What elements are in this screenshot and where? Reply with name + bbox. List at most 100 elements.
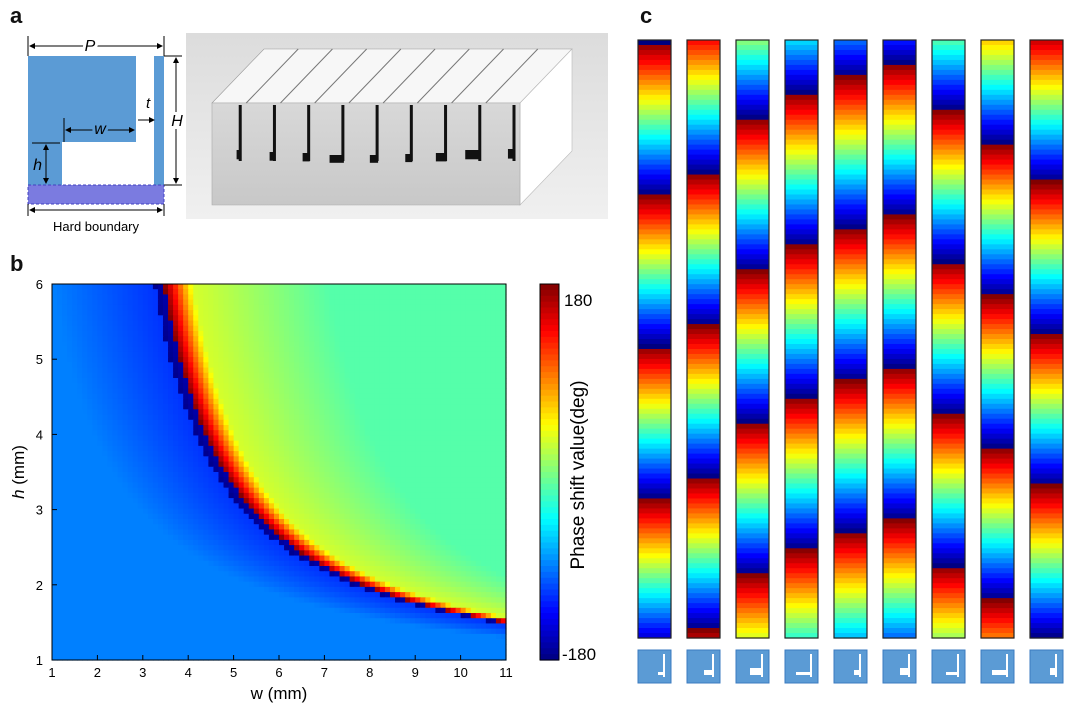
heatmap-cell xyxy=(405,393,411,400)
heatmap-cell xyxy=(374,524,381,531)
heatmap-cell xyxy=(137,310,144,316)
heatmap-cell xyxy=(228,346,235,353)
heatmap-cell xyxy=(389,445,396,452)
heatmap-cell xyxy=(395,472,401,478)
heatmap-cell xyxy=(405,398,411,405)
heatmap-cell xyxy=(389,503,396,510)
heatmap-cell xyxy=(193,555,199,562)
heatmap-cell xyxy=(92,545,98,551)
heatmap-cell xyxy=(349,289,356,296)
heatmap-cell xyxy=(233,560,240,567)
heatmap-cell xyxy=(67,560,73,567)
heatmap-cell xyxy=(354,477,361,484)
heatmap-cell xyxy=(102,378,109,384)
heatmap-cell xyxy=(97,414,104,421)
cell-top-block xyxy=(28,56,136,142)
heatmap-cell xyxy=(198,414,204,421)
heatmap-cell xyxy=(339,503,346,510)
heatmap-cell xyxy=(500,461,507,468)
heatmap-cell xyxy=(410,325,416,332)
heatmap-cell xyxy=(213,445,220,452)
heatmap-cell xyxy=(435,378,442,384)
heatmap-cell xyxy=(400,545,406,551)
heatmap-cell xyxy=(208,304,215,311)
heatmap-cell xyxy=(193,550,199,557)
heatmap-cell xyxy=(344,519,351,525)
heatmap-cell xyxy=(430,513,436,520)
heatmap-cell xyxy=(127,487,134,494)
heatmap-cell xyxy=(455,393,462,400)
heatmap-cell xyxy=(279,545,285,551)
heatmap-cell xyxy=(178,325,184,332)
heatmap-cell xyxy=(127,409,134,416)
heatmap-cell xyxy=(223,331,230,337)
heatmap-cell xyxy=(284,331,290,337)
heatmap-cell xyxy=(374,545,381,551)
heatmap-cell xyxy=(263,477,270,484)
heatmap-cell xyxy=(480,519,487,525)
heatmap-cell xyxy=(72,372,78,379)
heatmap-cell xyxy=(233,430,240,437)
heatmap-cell xyxy=(193,419,199,426)
heatmap-cell xyxy=(233,461,240,468)
heatmap-cell xyxy=(304,299,310,306)
heatmap-cell xyxy=(379,346,386,353)
heatmap-cell xyxy=(112,419,119,426)
heatmap-cell xyxy=(132,445,139,452)
heatmap-cell xyxy=(289,430,295,437)
heatmap-cell xyxy=(369,409,376,416)
heatmap-cell xyxy=(198,445,204,452)
heatmap-cell xyxy=(268,524,275,531)
heatmap-cell xyxy=(253,430,260,437)
heatmap-cell xyxy=(410,341,416,348)
heatmap-cell xyxy=(127,284,134,290)
heatmap-cell xyxy=(344,539,351,546)
heatmap-cell xyxy=(258,566,265,572)
heatmap-cell xyxy=(147,456,154,463)
heatmap-cell xyxy=(304,320,310,327)
heatmap-cell xyxy=(122,341,129,348)
heatmap-cell xyxy=(319,466,325,473)
heatmap-cell xyxy=(460,472,467,478)
heatmap-cell xyxy=(445,409,452,416)
heatmap-cell xyxy=(52,456,58,463)
heatmap-cell xyxy=(334,284,341,290)
heatmap-cell xyxy=(430,487,436,494)
heatmap-cell xyxy=(233,419,240,426)
heatmap-cell xyxy=(359,393,366,400)
heatmap-cell xyxy=(223,304,230,311)
heatmap-cell xyxy=(243,289,250,296)
heatmap-cell xyxy=(263,492,270,499)
heatmap-cell xyxy=(268,362,275,369)
heatmap-cell xyxy=(178,519,184,525)
heatmap-cell xyxy=(263,425,270,431)
heatmap-cell xyxy=(198,539,204,546)
heatmap-cell xyxy=(92,472,98,478)
heatmap-cell xyxy=(319,409,325,416)
heatmap-cell xyxy=(384,299,391,306)
heatmap-cell xyxy=(127,372,134,379)
heatmap-cell xyxy=(344,325,351,332)
heatmap-cell xyxy=(475,346,482,353)
heatmap-cell xyxy=(62,519,68,525)
heatmap-cell xyxy=(112,357,119,363)
heatmap-cell xyxy=(485,299,492,306)
heatmap-cell xyxy=(339,508,346,515)
heatmap-cell xyxy=(455,289,462,296)
heatmap-cell xyxy=(364,503,371,510)
heatmap-cell xyxy=(400,409,406,416)
heatmap-cell xyxy=(445,445,452,452)
heatmap-cell xyxy=(405,482,411,489)
heatmap-cell xyxy=(460,524,467,531)
heatmap-cell xyxy=(395,409,401,416)
heatmap-cell xyxy=(485,503,492,510)
heatmap-cell xyxy=(268,461,275,468)
heatmap-cell xyxy=(329,445,336,452)
heatmap-cell xyxy=(314,362,320,369)
heatmap-cell xyxy=(369,508,376,515)
heatmap-cell xyxy=(168,398,174,405)
heatmap-cell xyxy=(87,545,93,551)
heatmap-cell xyxy=(334,430,341,437)
heatmap-cell xyxy=(233,294,240,301)
heatmap-cell xyxy=(67,513,73,520)
